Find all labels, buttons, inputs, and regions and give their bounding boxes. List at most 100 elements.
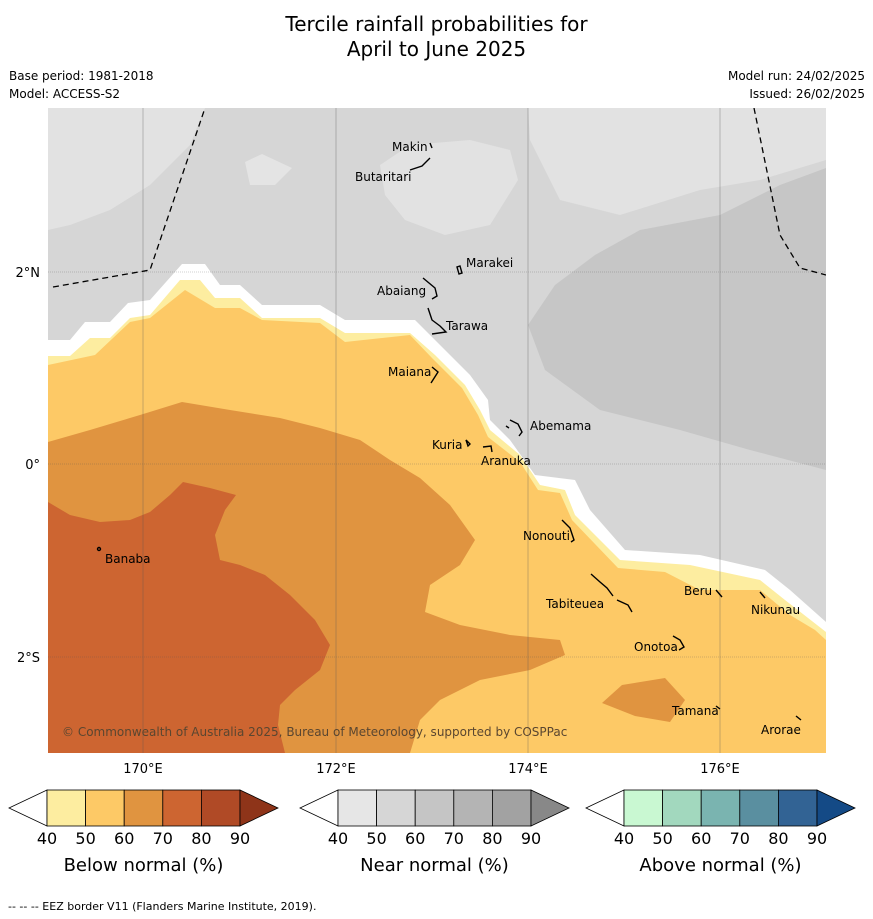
island-arorae (795, 715, 802, 721)
colorbar-tick-label: 60 (114, 829, 134, 848)
lat-label: 2°S (17, 651, 40, 666)
colorbar-tick-label: 70 (444, 829, 464, 848)
title-line-2: April to June 2025 (346, 37, 527, 61)
colorbar-2: 40 50 60 70 80 90 Above normal (%) (585, 789, 856, 876)
island-onotoa (672, 635, 685, 651)
place-label: Aranuka (481, 454, 531, 468)
title-line-1: Tercile rainfall probabilities for (285, 12, 588, 36)
place-label: Banaba (105, 552, 151, 566)
graticule (48, 108, 826, 753)
colorbar-swatch (337, 789, 377, 827)
near-normal-40-region (48, 108, 205, 230)
colorbar-tick-label: 40 (614, 829, 634, 848)
colorbar-1: 40 50 60 70 80 90 Near normal (%) (299, 789, 570, 876)
island-outlines (96, 142, 802, 721)
place-label: Tabiteuea (545, 597, 604, 611)
model-run-date: Model run: 24/02/2025 (727, 69, 865, 83)
colorbar-tick-label: 90 (230, 829, 250, 848)
island-nikunau (759, 591, 766, 599)
place-label: Tamana (671, 704, 719, 718)
colorbar-tick-label: 60 (405, 829, 425, 848)
colorbar-swatch (623, 789, 663, 827)
place-label: Abaiang (377, 284, 426, 298)
colorbar-extend-high (239, 789, 279, 827)
colorbar-title: Below normal (%) (64, 855, 224, 876)
colorbar-tick-label: 50 (75, 829, 95, 848)
colorbar-extend-low (8, 789, 48, 827)
lon-label: 174°E (508, 762, 548, 777)
colorbar-swatch (414, 789, 455, 827)
island-abaiang (422, 277, 438, 300)
island-banaba (96, 546, 102, 552)
near-normal-40-patch (245, 154, 292, 185)
colorbar-0: 40 50 60 70 80 90 Below normal (%) (8, 789, 279, 876)
colorbar-tick-label: 80 (768, 829, 788, 848)
below-normal-70-region (48, 482, 330, 753)
near-normal-40-region-north (528, 108, 826, 215)
eez-border-west (52, 108, 206, 288)
colorbar-tick-label: 40 (328, 829, 348, 848)
place-labels: Makin Butaritari Marakei Abaiang Tarawa … (105, 140, 801, 737)
issued-date: Issued: 26/02/2025 (749, 87, 865, 101)
model-name: Model: ACCESS-S2 (9, 87, 121, 101)
colorbar-tick-label: 80 (191, 829, 211, 848)
latitude-labels: 2°N 0° 2°S (16, 266, 41, 666)
lat-label: 2°N (16, 266, 41, 281)
lon-label: 170°E (123, 762, 163, 777)
colorbar-swatch (662, 789, 702, 827)
colorbar-swatch (700, 789, 741, 827)
near-normal-60-region (528, 168, 826, 470)
colorbar-extend-low (299, 789, 339, 827)
meta-right: Model run: 24/02/2025 Issued: 26/02/2025 (728, 67, 865, 103)
near-normal-40-patch-north (380, 140, 518, 235)
colorbar-swatch (778, 789, 818, 827)
place-label: Onotoa (634, 640, 678, 654)
eez-border-east (753, 108, 826, 276)
colorbar-title: Above normal (%) (639, 855, 801, 876)
colorbar-extend-high (816, 789, 856, 827)
colorbar-tick-label: 80 (482, 829, 502, 848)
place-label: Abemama (530, 419, 591, 433)
island-maiana (430, 366, 439, 384)
map-plot-area: Makin Butaritari Marakei Abaiang Tarawa … (48, 108, 826, 753)
colorbar-tick-label: 50 (652, 829, 672, 848)
colorbar-swatch (200, 789, 241, 827)
place-label: Makin (392, 140, 428, 154)
colorbar-swatch (739, 789, 779, 827)
lon-label: 172°E (316, 762, 356, 777)
island-kuria (465, 439, 471, 448)
island-marakei (456, 265, 463, 275)
colorbar-extend-low (585, 789, 625, 827)
colorbar-swatch (162, 789, 202, 827)
colorbar-tick-label: 70 (153, 829, 173, 848)
base-period: Base period: 1981-2018 (9, 69, 154, 83)
place-label: Marakei (466, 256, 513, 270)
place-label: Butaritari (355, 170, 412, 184)
island-tarawa (427, 307, 448, 335)
colorbar-swatch (123, 789, 164, 827)
colorbar-swatch (376, 789, 416, 827)
place-label: Beru (684, 584, 712, 598)
colorbar-swatch (453, 789, 493, 827)
place-label: Maiana (388, 365, 431, 379)
colorbar-tick-label: 90 (807, 829, 827, 848)
lat-label: 0° (25, 458, 40, 473)
below-normal-60-patch (602, 678, 685, 722)
place-label: Tarawa (445, 319, 488, 333)
island-beru (715, 589, 723, 598)
colorbar-swatch (491, 789, 532, 827)
lon-label: 176°E (700, 762, 740, 777)
island-makin (429, 142, 433, 149)
island-nonouti (561, 519, 575, 543)
island-tamana (715, 705, 721, 710)
colorbar-swatch (85, 789, 125, 827)
island-aranuka (482, 445, 493, 453)
meta-left: Base period: 1981-2018 Model: ACCESS-S2 (9, 67, 154, 103)
longitude-labels: 170°E 172°E 174°E 176°E (123, 762, 740, 777)
colorbar-tick-label: 50 (366, 829, 386, 848)
place-label: Nikunau (751, 603, 800, 617)
eez-footnote: -- -- -- EEZ border V11 (Flanders Marine… (8, 900, 317, 913)
copyright-credit: © Commonwealth of Australia 2025, Bureau… (62, 725, 567, 739)
place-label: Kuria (432, 438, 463, 452)
